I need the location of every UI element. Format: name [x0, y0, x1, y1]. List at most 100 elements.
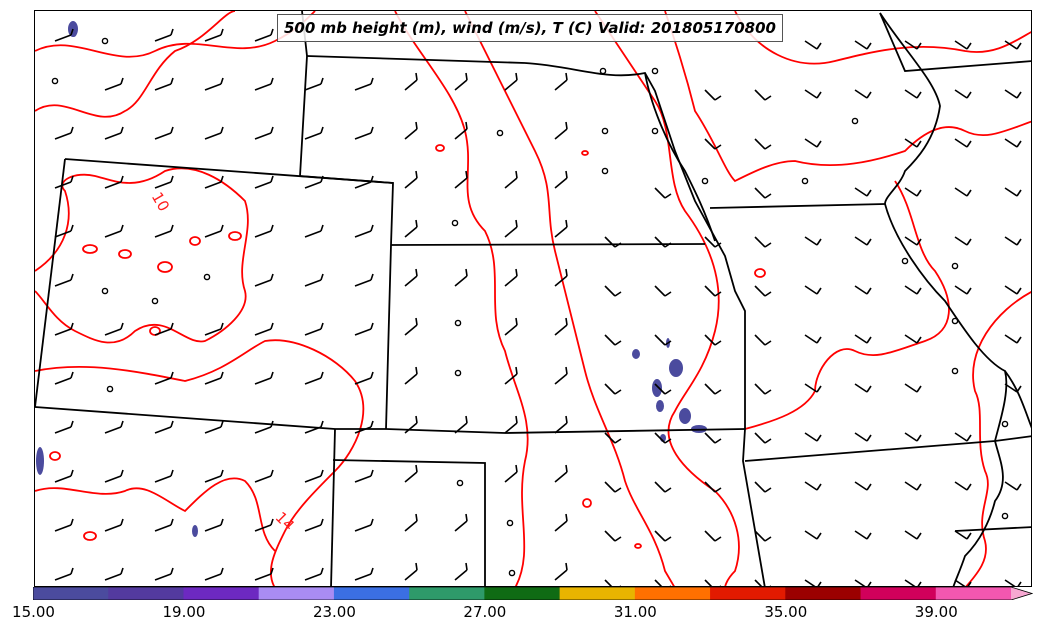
wind-barb-flag	[764, 144, 772, 150]
calm-wind-circle-19	[951, 317, 959, 325]
wind-barb-flag	[817, 581, 822, 586]
wind-barb-22	[854, 89, 872, 99]
wind-barb-flag	[465, 513, 468, 522]
wind-barb-134	[254, 420, 274, 434]
wind-barb-91	[854, 285, 872, 295]
wind-barb-flag	[816, 532, 822, 540]
wind-barb-staff	[854, 187, 868, 197]
wind-barb-45	[204, 175, 224, 189]
wind-barb-flag	[967, 581, 972, 586]
wind-barb-staff	[954, 236, 968, 246]
wind-barb-flag	[714, 438, 722, 444]
wind-barb-flag	[916, 287, 922, 295]
wind-barb-34	[454, 121, 468, 140]
wind-barb-staff	[704, 481, 716, 493]
state-border-3	[35, 406, 386, 430]
state-border-13	[954, 526, 1031, 532]
wind-barb-flag	[866, 434, 872, 442]
wind-barb-staff	[604, 530, 616, 542]
wind-barb-105	[604, 334, 622, 346]
wind-barb-198	[704, 579, 721, 586]
calm-wind-circle-22	[1001, 512, 1009, 520]
wind-barb-153	[254, 469, 274, 483]
wind-barb-staff	[754, 187, 766, 199]
wind-barb-flag	[220, 224, 224, 232]
wind-barb-157	[504, 464, 518, 483]
wind-barb-flag	[415, 219, 418, 228]
height-contour-layer	[35, 11, 1031, 586]
wind-barb-flag	[320, 322, 324, 330]
wind-barb-71	[704, 236, 722, 248]
wind-barb-staff	[154, 328, 172, 336]
wind-barb-flag	[916, 238, 922, 246]
wind-barb-172	[254, 518, 274, 532]
wind-barb-flag	[916, 385, 922, 393]
wind-barb-staff	[104, 230, 122, 238]
wind-barb-staff	[154, 132, 172, 140]
wind-barb-staff	[604, 334, 616, 346]
wind-barb-131	[104, 420, 124, 434]
wind-barb-flag	[866, 91, 872, 99]
wind-barb-151	[154, 469, 174, 483]
wind-barb-flag	[515, 72, 518, 81]
colorbar-tick-4: 31.00	[613, 603, 657, 621]
wind-barb-129	[1004, 383, 1022, 393]
wind-barb-flag	[70, 175, 74, 183]
wind-barb-staff	[804, 432, 818, 442]
wind-barb-flag	[170, 518, 174, 526]
wind-barb-staff	[354, 475, 372, 483]
state-border-9	[709, 203, 886, 209]
wind-barb-12	[254, 77, 274, 91]
wind-barb-flag	[415, 513, 418, 522]
wind-barb-flag	[565, 513, 568, 522]
calm-wind-circle-17	[901, 257, 909, 265]
height-contour-loop-2	[157, 261, 173, 273]
wind-barb-staff	[154, 230, 172, 238]
wind-barb-flag	[320, 420, 324, 428]
colorbar-segment-2	[183, 587, 260, 600]
wind-barb-flag	[120, 518, 124, 526]
wind-barb-flag	[465, 562, 468, 571]
wind-barb-flag	[270, 77, 274, 85]
wind-barb-77	[1004, 236, 1022, 246]
wind-barb-staff	[354, 230, 372, 238]
wind-barb-staff	[604, 579, 613, 586]
wind-barb-staff	[754, 89, 766, 101]
wind-barb-29	[204, 126, 224, 140]
wind-barb-flag	[565, 219, 568, 228]
wind-barb-flag	[70, 567, 74, 575]
wind-barb-flag	[966, 238, 972, 246]
wind-barb-staff	[854, 334, 868, 344]
wind-barb-staff	[304, 328, 322, 336]
wind-barb-staff	[654, 334, 666, 346]
wind-barb-flag	[816, 91, 822, 99]
wind-barb-staff	[504, 324, 518, 336]
wind-barb-147	[904, 432, 922, 442]
colorbar-tick-3: 27.00	[463, 603, 507, 621]
height-contour-1	[35, 11, 236, 118]
state-border-19	[1004, 370, 1031, 429]
wind-barb-5	[854, 40, 872, 50]
wind-barb-flag	[966, 189, 972, 197]
state-border-2	[35, 158, 66, 408]
wind-barb-staff	[454, 569, 468, 581]
wind-barb-166	[954, 481, 972, 491]
wind-barb-flag	[565, 366, 568, 375]
wind-barb-175	[404, 513, 418, 532]
wind-barb-staff	[404, 226, 418, 238]
map-canvas: 10 14	[35, 11, 1031, 586]
wind-barb-flag	[270, 567, 274, 575]
wind-barb-flag	[465, 72, 468, 81]
wind-barb-97	[154, 322, 174, 336]
height-contour-3	[35, 339, 365, 586]
wind-barb-flag	[866, 238, 872, 246]
wind-barb-staff	[904, 383, 918, 393]
height-contour-0	[35, 11, 316, 58]
contour-label-14: 14	[272, 508, 298, 534]
wind-barb-flag	[415, 170, 418, 179]
wind-barb-staff	[404, 79, 418, 91]
wind-barb-113	[54, 371, 74, 385]
wind-barb-59	[54, 224, 74, 238]
wind-barb-flag	[966, 287, 972, 295]
wind-barb-158	[554, 464, 568, 483]
